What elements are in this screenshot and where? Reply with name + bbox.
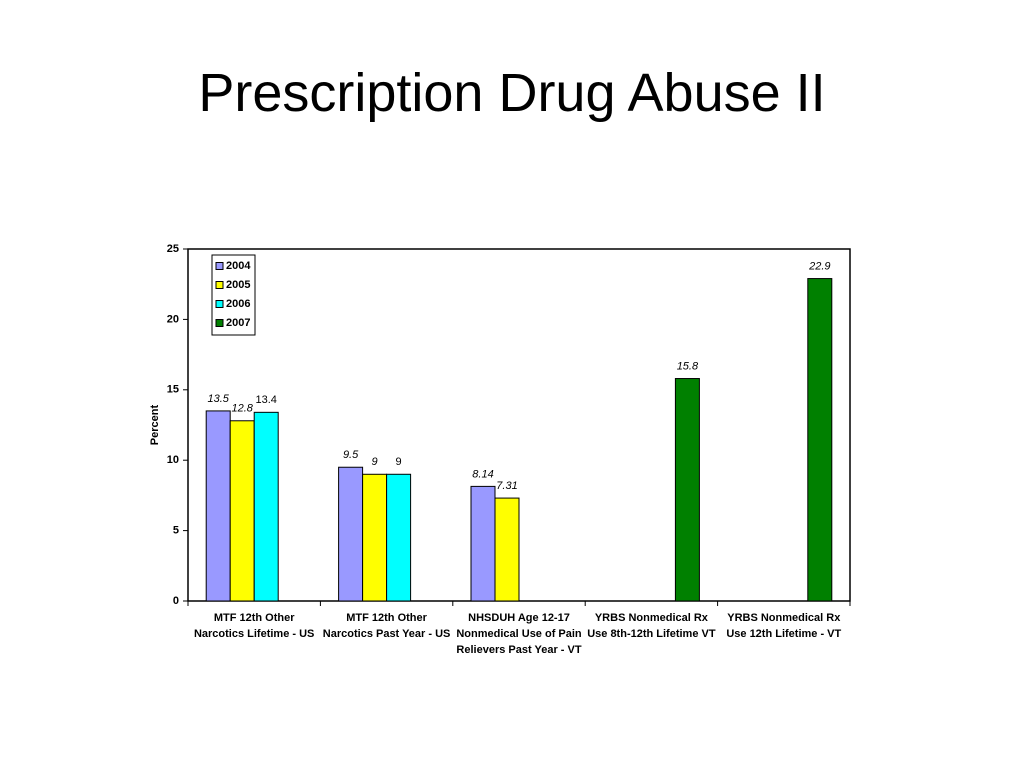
bar [338, 466, 364, 602]
y-tick-label: 25 [167, 243, 179, 255]
y-tick-label: 15 [167, 384, 179, 396]
x-tick-label: NHSDUH Age 12-17 Nonmedical Use of Pain … [456, 612, 582, 656]
legend-swatch [215, 300, 224, 308]
x-tick-label: MTF 12th Other Narcotics Past Year - US [322, 612, 451, 640]
y-tick-label: 10 [167, 454, 179, 466]
bar [470, 485, 496, 602]
legend-label: 2005 [226, 279, 250, 291]
legend-swatch [215, 281, 224, 289]
bar [229, 420, 255, 602]
bar [205, 410, 231, 602]
value-label: 13.5 [207, 393, 229, 405]
value-label: 22.9 [808, 260, 830, 272]
y-axis-label: Percent [149, 404, 161, 445]
legend-label: 2004 [226, 260, 251, 272]
bar [253, 411, 279, 602]
y-tick-label: 0 [173, 595, 179, 607]
value-label: 9.5 [343, 449, 359, 461]
bar [494, 497, 520, 602]
value-label: 8.14 [472, 468, 493, 480]
value-label: 9 [396, 456, 402, 468]
legend-swatch [215, 319, 224, 327]
y-tick-label: 5 [173, 525, 179, 537]
bar [807, 278, 833, 602]
bar [386, 473, 412, 602]
value-label: 13.4 [255, 394, 276, 406]
legend-label: 2007 [226, 317, 250, 329]
value-label: 9 [372, 456, 378, 468]
x-tick-label: YRBS Nonmedical Rx Use 12th Lifetime - V… [726, 612, 842, 640]
x-tick-label: MTF 12th Other Narcotics Lifetime - US [193, 612, 315, 640]
y-tick-label: 20 [167, 313, 179, 325]
value-label: 15.8 [677, 360, 699, 372]
bar [674, 378, 700, 602]
value-label: 7.31 [496, 480, 517, 492]
bar [362, 473, 388, 602]
slide-title: Prescription Drug Abuse II [198, 63, 826, 123]
legend-label: 2006 [226, 298, 250, 310]
x-tick-label: YRBS Nonmedical Rx Use 8th-12th Lifetime… [587, 612, 716, 640]
legend-swatch [215, 262, 224, 270]
value-label: 12.8 [231, 403, 253, 415]
